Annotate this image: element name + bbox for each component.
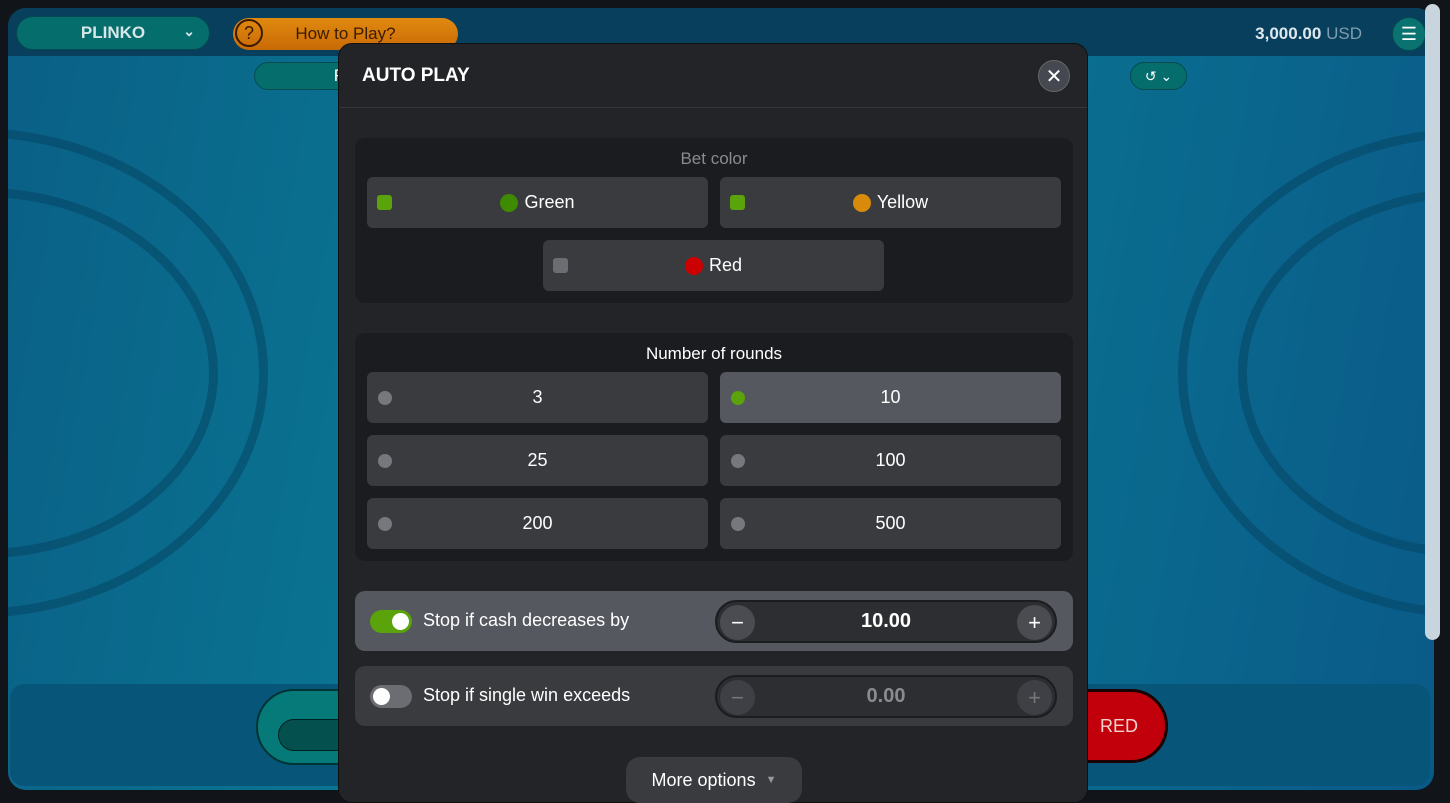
checkbox-icon [730,195,745,210]
radio-icon [731,391,745,405]
modal-title: AUTO PLAY [362,64,470,86]
option-label: 200 [522,513,553,533]
stop-loss-label: Stop if cash decreases by [423,610,630,630]
more-options-button[interactable]: More options ▼ [626,757,802,803]
option-label: Yellow [876,192,929,212]
rounds-title: Number of rounds [645,344,783,363]
rounds-option[interactable]: 3 [367,372,708,423]
stop-loss-row: Stop if cash decreases by − 10.00 + [355,591,1073,651]
minus-button[interactable]: − [720,605,755,640]
stop-loss-stepper: − 10.00 + [715,600,1057,643]
bet-color-green[interactable]: Green [367,177,708,228]
currency: USD [1326,24,1362,43]
chevron-down-icon: ⌄ [183,23,195,39]
radio-icon [731,454,745,468]
rounds-option[interactable]: 500 [720,498,1061,549]
rounds-option[interactable]: 10 [720,372,1061,423]
balance-amount: 3,000.00 [1255,24,1322,43]
option-label: 25 [527,450,548,470]
rounds-option[interactable]: 200 [367,498,708,549]
green-dot-icon [500,193,519,212]
option-label: 100 [875,450,906,470]
history-icon: ↺ [1144,67,1157,84]
game-name: PLINKO [80,23,146,42]
history-button[interactable]: ↺ ⌄ [1130,62,1187,90]
rounds-panel: Number of rounds 3 10 25 100 200 500 [355,333,1073,561]
radio-icon [378,517,392,531]
bet-color-panel: Bet color Green Yellow Red [355,138,1073,303]
game-select-dropdown[interactable]: PLINKO ⌄ [16,16,210,50]
auto-play-modal: AUTO PLAY ✕ Bet color Green Yellow Red N… [338,43,1088,803]
stop-win-toggle[interactable] [370,685,412,708]
balance: 3,000.00 USD [1255,24,1362,44]
option-label: Red [708,255,743,275]
scrollbar[interactable] [1425,4,1440,640]
menu-icon[interactable]: ☰ [1392,17,1426,51]
option-label: 500 [875,513,906,533]
plus-button[interactable]: + [1017,605,1052,640]
plus-button[interactable]: + [1017,680,1052,715]
chevron-down-icon: ⌄ [1160,67,1173,84]
red-dot-icon [684,256,703,275]
bet-color-red[interactable]: Red [543,240,884,291]
bet-color-title: Bet color [680,149,748,168]
stop-win-stepper: − 0.00 + [715,675,1057,718]
yellow-dot-icon [852,193,871,212]
stop-win-label: Stop if single win exceeds [423,685,631,705]
stop-win-value[interactable]: 0.00 [866,685,906,707]
checkbox-icon [377,195,392,210]
more-options-label: More options [651,769,756,790]
minus-button[interactable]: − [720,680,755,715]
radio-icon [731,517,745,531]
bet-color-yellow[interactable]: Yellow [720,177,1061,228]
radio-icon [378,454,392,468]
radio-icon [378,391,392,405]
question-icon: ? [235,19,263,47]
option-label: 10 [880,387,901,407]
rounds-option[interactable]: 25 [367,435,708,486]
how-to-play-label: How to Play? [295,24,396,43]
caret-down-icon: ▼ [765,774,777,786]
stop-loss-value[interactable]: 10.00 [860,610,912,632]
stop-win-row: Stop if single win exceeds − 0.00 + [355,666,1073,726]
option-label: 3 [532,387,543,407]
rounds-option[interactable]: 100 [720,435,1061,486]
checkbox-icon [553,258,568,273]
red-bet-label: RED [1099,715,1138,736]
close-icon[interactable]: ✕ [1038,60,1070,92]
option-label: Green [524,192,575,212]
stop-loss-toggle[interactable] [370,610,412,633]
